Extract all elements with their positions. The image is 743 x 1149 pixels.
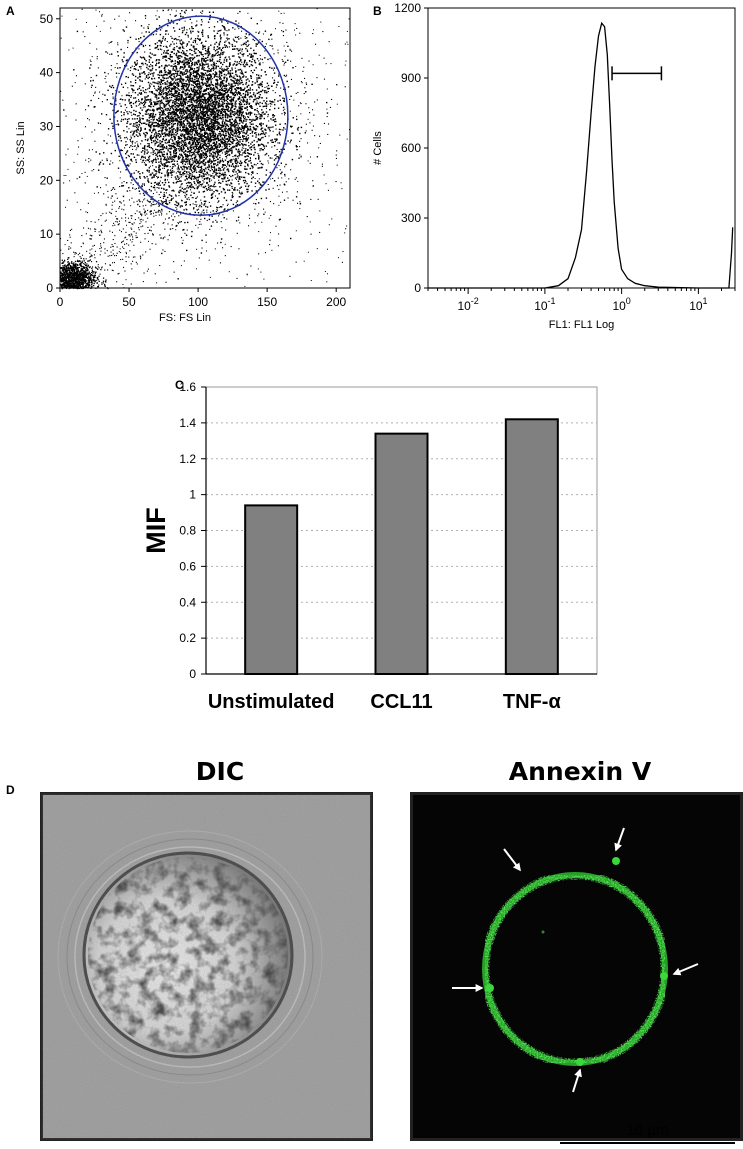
bar-chart: 0 0.2 0.4 0.6 0.8 1 1.2 1.4 1.6 Unstimulated CCL11…	[141, 380, 598, 713]
scatter-points	[60, 8, 350, 290]
x-tick-label: 100	[188, 295, 208, 309]
histogram-plot: 10-2 10-1 100 101 0 300 600 900 1200 FL1: FL1 Log…	[372, 1, 736, 331]
x-tick-label: 10-1	[534, 296, 555, 313]
y-axis-label: # Cells	[372, 131, 384, 165]
dic-image	[40, 792, 373, 1141]
y-tick-label: 0.8	[179, 524, 196, 538]
x-tick-label: 200	[326, 295, 346, 309]
x-tick-label: 0	[57, 295, 64, 309]
panel-c: C 0 0.2 0.4 0.6 0.8 1 1.2 1.4 1.6 Unstimulated CCL…	[0, 370, 743, 730]
panel-a: A 0 50 100 150 200 0 10 20 30 40 50 FS: FS Lin SS: S…	[0, 0, 365, 340]
gate-ellipse	[113, 15, 289, 217]
y-axis-label: MIF	[141, 507, 171, 554]
annexin-title: Annexin V	[508, 757, 652, 786]
y-tick-label: 10	[40, 227, 54, 241]
dic-title: DIC	[195, 757, 245, 786]
annexin-image	[410, 792, 743, 1141]
x-category-label: TNF-α	[503, 691, 562, 713]
y-tick-label: 0.2	[179, 631, 196, 645]
x-tick-label: 10-2	[457, 296, 478, 313]
y-tick-label: 20	[40, 173, 54, 187]
y-axis-label: SS: SS Lin	[15, 121, 27, 174]
y-tick-label: 1.4	[179, 416, 196, 430]
y-tick-label: 0.4	[179, 595, 196, 609]
y-tick-label: 900	[401, 71, 421, 85]
bar	[374, 432, 429, 676]
x-tick-label: 100	[612, 296, 630, 313]
scale-bar	[560, 1142, 735, 1144]
y-tick-label: 0	[46, 281, 53, 295]
scale-bar-label: 10 µm	[626, 1122, 669, 1139]
plot-frame	[427, 7, 736, 289]
panel-c-label: C	[175, 378, 184, 392]
x-category-label: CCL11	[370, 691, 432, 713]
x-axis-label: FL1: FL1 Log	[549, 319, 614, 331]
x-tick-label: 150	[257, 295, 277, 309]
panel-b-label: B	[373, 4, 382, 18]
y-tick-label: 40	[40, 66, 54, 80]
y-tick-label: 300	[401, 211, 421, 225]
bar	[504, 418, 559, 675]
x-tick-label: 50	[122, 295, 136, 309]
panel-b: B 10-2 10-1 100 101 0 300 600 900 1200 FL1: FL1 L…	[365, 0, 743, 340]
x-tick-label: 101	[689, 296, 707, 313]
scatter-plot: 0 50 100 150 200 0 10 20 30 40 50 FS: FS Lin SS: SS …	[15, 7, 351, 324]
y-tick-label: 600	[401, 141, 421, 155]
y-tick-label: 30	[40, 119, 54, 133]
y-tick-label: 1200	[394, 1, 421, 15]
plot-frame	[59, 7, 351, 289]
histogram-line	[428, 21, 734, 289]
x-axis-label: FS: FS Lin	[159, 312, 211, 324]
y-tick-label: 0	[414, 281, 421, 295]
y-tick-label: 1.2	[179, 452, 196, 466]
bar	[244, 504, 299, 675]
panel-a-label: A	[6, 4, 15, 18]
y-tick-label: 1.6	[179, 380, 196, 394]
y-tick-label: 50	[40, 12, 54, 26]
y-tick-label: 0.6	[179, 559, 196, 573]
y-tick-label: 0	[189, 667, 196, 681]
panel-d: D DIC Annexin V	[0, 745, 743, 1149]
panel-d-label: D	[6, 783, 15, 797]
y-tick-label: 1	[189, 488, 196, 502]
x-category-label: Unstimulated	[208, 691, 335, 713]
